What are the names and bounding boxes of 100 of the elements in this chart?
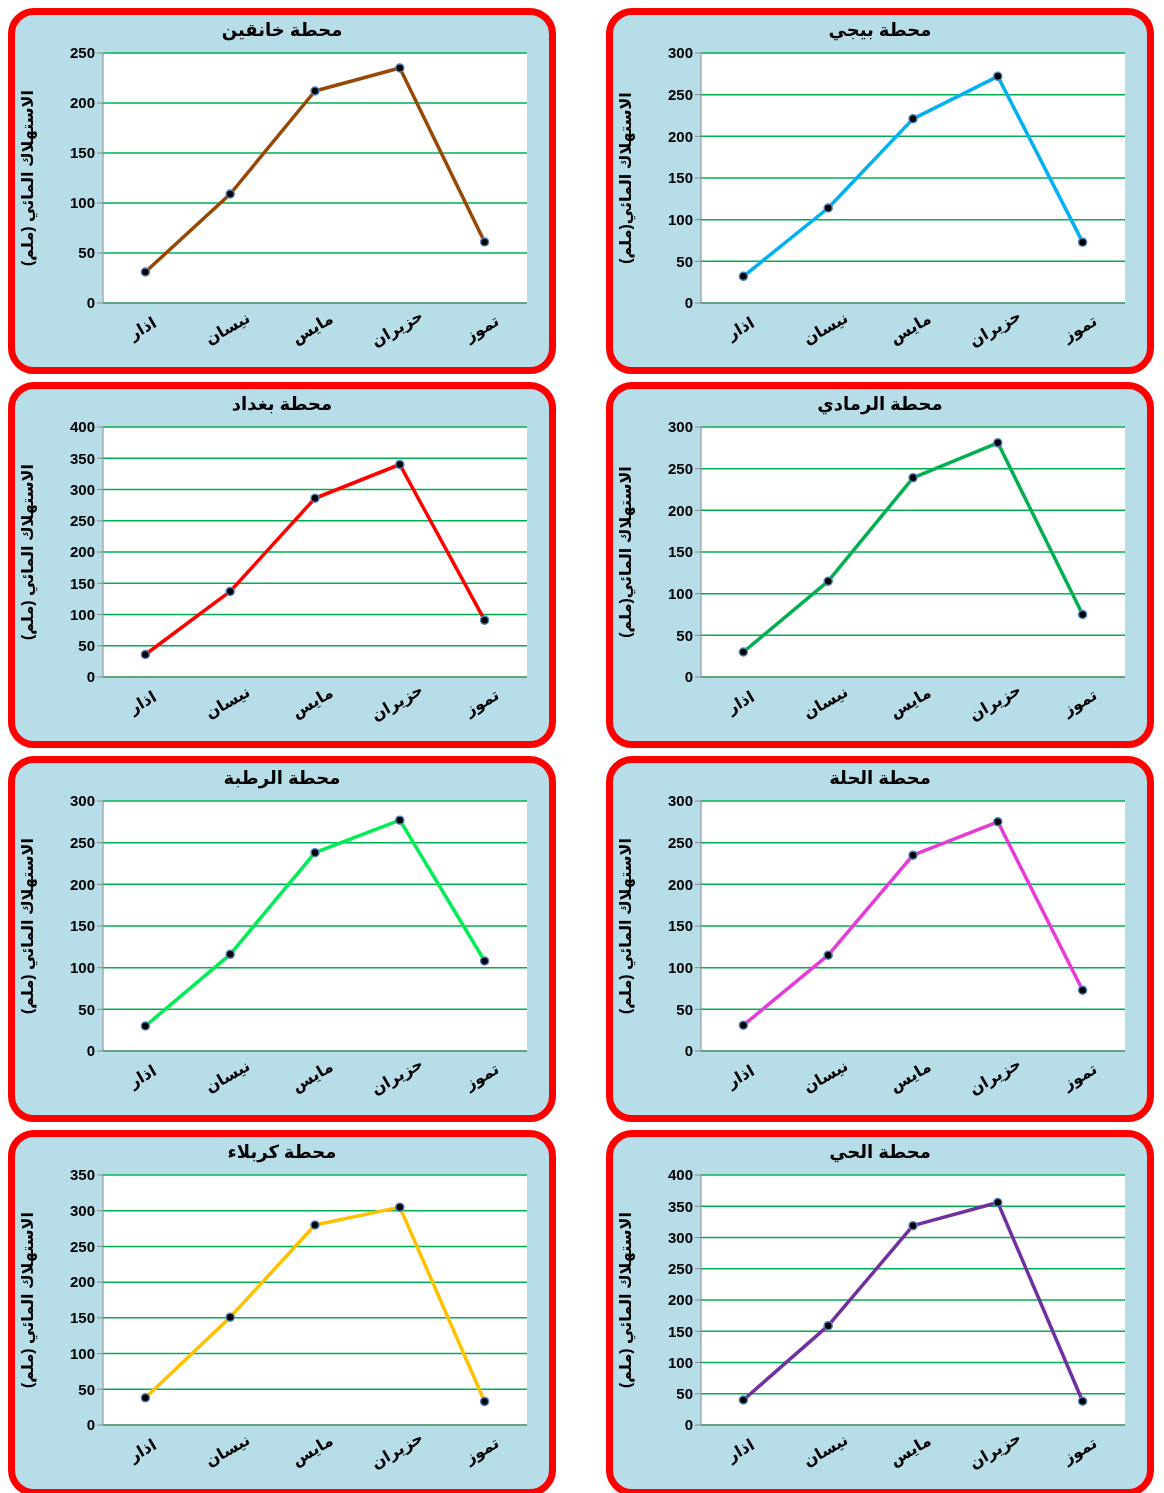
y-tick-label: 200	[69, 543, 95, 561]
x-tick-label: مايس	[288, 683, 337, 722]
y-tick-label: 300	[69, 480, 95, 498]
y-tick-label: 250	[69, 512, 95, 530]
x-tick-label: مايس	[886, 1431, 935, 1470]
x-tick-label: اذار	[125, 687, 160, 719]
x-tick-label: نيسان	[202, 1430, 253, 1470]
x-tick-label: تموز	[1059, 685, 1101, 720]
y-tick-label: 0	[684, 1416, 693, 1434]
y-tick-label: 0	[684, 294, 693, 312]
x-tick-label: تموز	[1059, 1059, 1101, 1094]
x-tick-label: تموز	[1059, 1433, 1101, 1468]
y-axis-title: الاستهلاك المائي(ملم)	[616, 466, 636, 638]
y-tick-label: 50	[676, 626, 693, 644]
y-tick-label: 150	[69, 574, 95, 592]
y-tick-label: 400	[69, 418, 95, 436]
y-tick-label: 100	[667, 958, 693, 976]
y-tick-label: 250	[69, 833, 95, 851]
y-tick-label: 150	[667, 1322, 693, 1340]
y-tick-label: 350	[69, 449, 95, 467]
y-tick-label: 350	[667, 1197, 693, 1215]
x-tick-label: حزيران	[368, 680, 427, 725]
chart-title: محطة كربلاء	[226, 1141, 338, 1165]
y-tick-label: 50	[676, 1385, 693, 1403]
y-tick-label: 0	[86, 294, 95, 312]
x-tick-label: نيسان	[800, 1430, 851, 1470]
x-tick-label: مايس	[886, 309, 935, 348]
x-tick-label: اذار	[723, 1061, 758, 1093]
x-tick-label: نيسان	[202, 1056, 253, 1096]
x-tick-label: تموز	[1059, 311, 1101, 346]
y-tick-label: 400	[667, 1166, 693, 1184]
x-tick-label: حزيران	[368, 1428, 427, 1473]
y-tick-label: 50	[78, 244, 95, 262]
x-tick-label: تموز	[461, 1059, 503, 1094]
x-tick-label: اذار	[723, 687, 758, 719]
x-tick-label: مايس	[886, 1057, 935, 1096]
y-tick-label: 0	[86, 1416, 95, 1434]
y-tick-label: 300	[667, 792, 693, 810]
chart-title: محطة خانقين	[220, 19, 344, 43]
x-tick-label: مايس	[288, 1431, 337, 1470]
x-tick-label: اذار	[723, 313, 758, 345]
y-tick-label: 100	[69, 605, 95, 623]
x-tick-label: مايس	[886, 683, 935, 722]
y-tick-label: 100	[69, 1344, 95, 1362]
y-tick-label: 0	[86, 668, 95, 686]
y-tick-label: 200	[69, 94, 95, 112]
y-tick-label: 100	[69, 194, 95, 212]
x-tick-label: مايس	[288, 1057, 337, 1096]
y-tick-label: 250	[69, 1237, 95, 1255]
y-tick-label: 350	[69, 1166, 95, 1184]
chart-title: محطة بغداد	[230, 393, 334, 416]
x-tick-label: اذار	[125, 313, 160, 345]
y-tick-label: 300	[667, 418, 693, 436]
y-tick-label: 150	[667, 169, 693, 187]
y-tick-label: 150	[69, 144, 95, 162]
y-tick-label: 50	[78, 637, 95, 655]
y-tick-label: 250	[69, 44, 95, 62]
y-axis-title: الاستهلاك المائي (ملم)	[616, 838, 636, 1014]
x-tick-label: حزيران	[368, 1054, 427, 1099]
y-tick-label: 50	[78, 1380, 95, 1398]
x-tick-label: تموز	[461, 1433, 503, 1468]
y-tick-label: 200	[667, 1291, 693, 1309]
x-tick-label: اذار	[125, 1061, 160, 1093]
x-tick-label: حزيران	[966, 680, 1025, 725]
y-axis-title: الاستهلاك المائي (ملم)	[18, 838, 38, 1014]
y-axis-title: الاستهلاك المائي (ملم)	[18, 464, 38, 640]
y-tick-label: 0	[86, 1042, 95, 1060]
y-axis-title: الاستهلاك المائي (ملم)	[18, 90, 38, 266]
x-tick-label: نيسان	[800, 1056, 851, 1096]
chart-title: محطة الحي	[828, 1141, 932, 1165]
x-tick-label: نيسان	[202, 682, 253, 722]
y-tick-label: 300	[69, 1202, 95, 1220]
y-axis-title: الاستهلاك المائي (ملم)	[616, 1212, 636, 1388]
y-axis-title: الاستهلاك المائي (ملم)	[18, 1212, 38, 1388]
y-tick-label: 100	[667, 210, 693, 228]
y-tick-label: 300	[69, 792, 95, 810]
chart-title: محطة بيجي	[827, 19, 933, 43]
x-tick-label: اذار	[723, 1435, 758, 1467]
y-tick-label: 100	[667, 1353, 693, 1371]
y-tick-label: 0	[684, 1042, 693, 1060]
y-tick-label: 250	[667, 459, 693, 477]
y-tick-label: 250	[667, 1260, 693, 1278]
x-tick-label: نيسان	[800, 308, 851, 348]
x-tick-label: حزيران	[368, 306, 427, 351]
y-tick-label: 100	[69, 958, 95, 976]
x-tick-label: تموز	[461, 685, 503, 720]
chart-title: محطة الرمادي	[816, 393, 944, 417]
y-tick-label: 0	[684, 668, 693, 686]
x-tick-label: حزيران	[966, 1428, 1025, 1473]
y-tick-label: 50	[78, 1000, 95, 1018]
y-tick-label: 200	[667, 127, 693, 145]
y-tick-label: 150	[667, 917, 693, 935]
y-tick-label: 200	[667, 875, 693, 893]
x-tick-label: اذار	[125, 1435, 160, 1467]
y-tick-label: 50	[676, 1000, 693, 1018]
y-tick-label: 250	[667, 833, 693, 851]
x-tick-label: نيسان	[202, 308, 253, 348]
y-tick-label: 150	[667, 543, 693, 561]
x-tick-label: حزيران	[966, 1054, 1025, 1099]
chart-title: محطة الرطبة	[222, 767, 342, 791]
